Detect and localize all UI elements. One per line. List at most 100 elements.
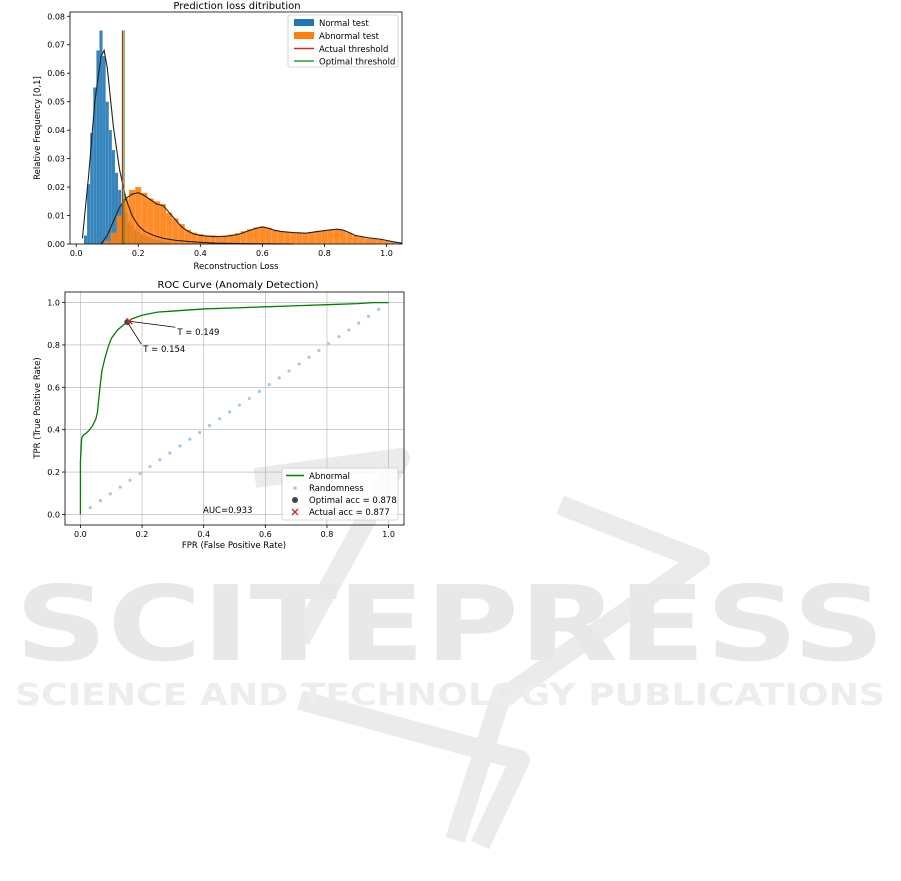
hist-kde-curve bbox=[81, 48, 294, 245]
hist-abnormal-bar bbox=[191, 232, 198, 244]
legend-label-abnormal: Abnormal test bbox=[319, 32, 380, 42]
roc-y-tick-label: 0.8 bbox=[47, 341, 60, 350]
roc-random-point bbox=[247, 396, 251, 400]
roc-abnormal-curve bbox=[79, 301, 389, 515]
hist-y-tick-label: 0.01 bbox=[47, 212, 65, 221]
hist-x-label: Reconstruction Loss bbox=[194, 262, 280, 272]
hist-y-tick-label: 0.03 bbox=[47, 155, 65, 164]
hist-abnormal-bar bbox=[352, 235, 359, 244]
hist-abnormal-bar bbox=[383, 241, 390, 244]
hist-abnormal-bar bbox=[358, 236, 365, 244]
hist-abnormal-bar bbox=[240, 231, 247, 244]
roc-axes-frame bbox=[64, 291, 405, 526]
hist-x-tick-label: 0.8 bbox=[318, 249, 331, 258]
roc-x-tick-label: 1.0 bbox=[382, 530, 395, 539]
roc-grid bbox=[65, 292, 404, 525]
hist-abnormal-bar bbox=[327, 229, 334, 244]
legend-label-roc-abnormal: Abnormal bbox=[309, 472, 350, 482]
hist-abnormal-bar bbox=[122, 198, 129, 244]
hist-x-tick-label: 0.2 bbox=[132, 249, 145, 258]
hist-normal-bar bbox=[102, 56, 106, 245]
roc-annotation-arrow bbox=[126, 321, 142, 345]
roc-random-point bbox=[207, 424, 212, 428]
legend-marker-randomness bbox=[293, 486, 297, 490]
hist-title: Prediction loss ditribution bbox=[173, 1, 300, 12]
roc-actual-marker bbox=[125, 317, 133, 325]
hist-normal-bar bbox=[83, 235, 88, 244]
hist-y-label: Relative Frequency [0,1] bbox=[33, 76, 43, 180]
hist-y-tick-label: 0.05 bbox=[47, 98, 65, 107]
roc-random-point bbox=[237, 403, 242, 407]
roc-random-point bbox=[347, 328, 351, 332]
hist-y-tick-label: 0.06 bbox=[47, 69, 65, 78]
legend-label-actual-acc: Actual acc = 0.877 bbox=[309, 508, 390, 518]
hist-y-tick-label: 0.02 bbox=[47, 183, 65, 192]
hist-normal-bar bbox=[99, 30, 103, 244]
roc-annotations: T = 0.149 T = 0.154 bbox=[126, 320, 219, 355]
legend-swatch-abnormal bbox=[294, 32, 314, 39]
roc-random-point bbox=[88, 506, 92, 510]
hist-normal-bar bbox=[108, 130, 112, 244]
hist-abnormal-bar bbox=[153, 201, 160, 244]
hist-abnormal-bar bbox=[259, 226, 266, 244]
hist-abnormal-bar bbox=[135, 187, 142, 244]
hist-normal-bar bbox=[90, 132, 94, 244]
hist-normal-bar bbox=[96, 50, 100, 245]
hist-axes-frame bbox=[69, 11, 403, 245]
roc-random-point bbox=[327, 342, 331, 346]
roc-random-point bbox=[128, 478, 132, 482]
hist-abnormal-bar bbox=[340, 230, 347, 244]
roc-random-point bbox=[377, 307, 381, 311]
hist-y-tick-label: 0.08 bbox=[47, 12, 65, 21]
roc-y-tick-label: 0.4 bbox=[47, 426, 60, 435]
hist-y-ticks: 0.00 0.01 0.02 0.03 0.04 0.05 0.06 0.07 0.08 bbox=[47, 12, 70, 249]
roc-x-tick-label: 0.0 bbox=[74, 530, 87, 539]
hist-normal-bar bbox=[158, 240, 162, 244]
roc-x-tick-label: 0.4 bbox=[197, 530, 210, 539]
legend-label-normal: Normal test bbox=[319, 19, 369, 29]
roc-y-tick-label: 0.0 bbox=[47, 510, 60, 519]
roc-random-point bbox=[108, 492, 112, 496]
roc-y-tick-label: 0.6 bbox=[47, 383, 60, 392]
hist-x-tick-label: 0.4 bbox=[194, 249, 207, 258]
roc-random-point bbox=[218, 417, 222, 421]
hist-abnormal-bar bbox=[228, 234, 235, 244]
histogram-chart: Prediction loss ditribution 0.0 0.2 0.4 0.6… bbox=[33, 1, 403, 272]
watermark-subtitle: SCIENCE AND TECHNOLOGY PUBLICATIONS bbox=[15, 678, 885, 713]
legend-label-optimal-acc: Optimal acc = 0.878 bbox=[309, 496, 397, 506]
hist-y-tick-label: 0.04 bbox=[47, 126, 65, 135]
legend-swatch-normal bbox=[294, 19, 314, 26]
hist-abnormal-bar bbox=[377, 239, 384, 244]
hist-abnormal-bar bbox=[110, 232, 117, 244]
hist-normal-bar bbox=[139, 234, 143, 244]
hist-abnormal-bar bbox=[178, 224, 185, 244]
hist-kde-curves bbox=[81, 48, 403, 245]
hist-abnormal-bar bbox=[116, 215, 123, 244]
hist-kde-curve bbox=[100, 192, 403, 245]
hist-threshold-lines bbox=[121, 30, 125, 244]
hist-abnormal-bar bbox=[364, 238, 371, 244]
roc-random-point bbox=[337, 335, 341, 339]
hist-abnormal-bar bbox=[104, 241, 111, 244]
legend-label-randomness: Randomness bbox=[309, 484, 364, 494]
hist-x-tick-label: 0.0 bbox=[70, 249, 83, 258]
hist-abnormal-bar bbox=[302, 233, 309, 244]
roc-random-point bbox=[277, 376, 281, 380]
hist-abnormal-bar bbox=[234, 233, 241, 244]
roc-annotation-label: T = 0.154 bbox=[142, 345, 185, 355]
roc-random-point bbox=[188, 437, 192, 441]
hist-abnormal-bar bbox=[203, 235, 210, 244]
hist-abnormal-bar bbox=[215, 236, 222, 244]
roc-random-point bbox=[366, 314, 371, 318]
hist-legend-box bbox=[287, 14, 399, 68]
hist-abnormal-bar bbox=[284, 232, 291, 244]
hist-normal-bar bbox=[164, 241, 168, 244]
hist-x-tick-label: 0.6 bbox=[256, 249, 269, 258]
hist-y-tick-label: 0.07 bbox=[47, 41, 65, 50]
roc-random-point bbox=[357, 321, 361, 325]
hist-normal-bar bbox=[93, 87, 97, 244]
roc-annotation-label: T = 0.149 bbox=[176, 328, 219, 338]
roc-x-tick-label: 0.8 bbox=[321, 530, 334, 539]
hist-x-ticks: 0.0 0.2 0.4 0.6 0.8 1.0 bbox=[70, 244, 393, 258]
hist-abnormal-bar bbox=[147, 198, 154, 244]
